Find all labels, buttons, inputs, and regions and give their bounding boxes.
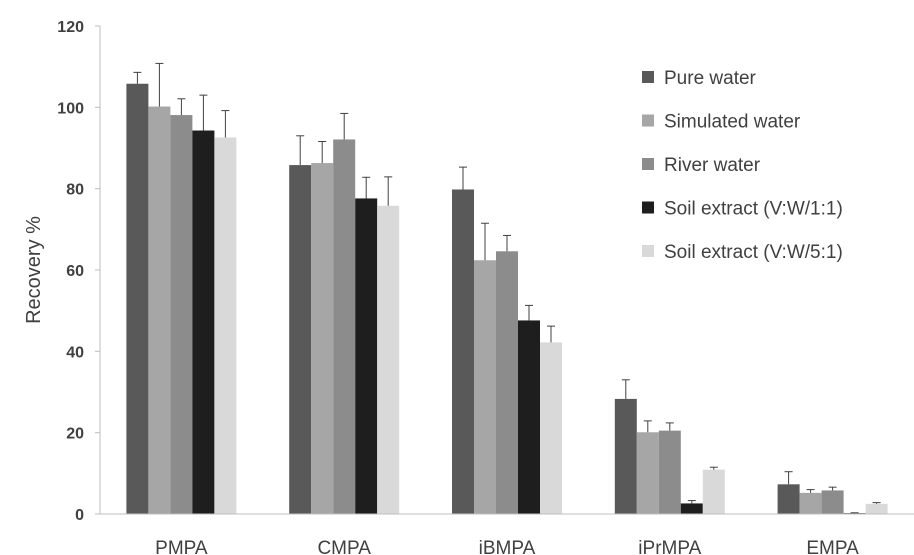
legend-label: Simulated water [664, 112, 801, 133]
y-tick-label: 0 [75, 507, 84, 524]
legend-swatch [642, 245, 654, 257]
x-category-label: iBMPA [479, 538, 536, 555]
legend-label: River water [664, 155, 761, 176]
legend-label: Soil extract (V:W/1:1) [664, 199, 843, 220]
bar [333, 139, 356, 514]
bar [126, 83, 149, 514]
y-axis-label: Recovery % [23, 216, 45, 324]
legend-label: Pure water [664, 68, 757, 89]
bar [777, 484, 800, 514]
legend: Pure water Simulated water River water Soil… [642, 68, 843, 263]
y-tick-label: 60 [66, 263, 84, 280]
bar [496, 251, 518, 514]
bar [680, 503, 703, 514]
bar [452, 189, 474, 515]
y-axis: 0 20 40 60 80 100 120 [57, 19, 101, 524]
bar [540, 342, 562, 514]
bar [474, 260, 496, 514]
bar [821, 490, 844, 514]
bar [702, 469, 725, 514]
bar [865, 503, 888, 514]
bar [799, 492, 822, 514]
legend-swatch [642, 158, 654, 170]
legend-swatch [642, 201, 654, 214]
bar [148, 106, 171, 515]
bar [636, 432, 659, 514]
bar [518, 320, 540, 514]
bar [214, 137, 237, 514]
x-axis: PMPA CMPA iBMPA iPrMPA EMPA [100, 513, 914, 555]
bar [170, 115, 193, 514]
x-category-label: EMPA [806, 538, 859, 555]
bar [192, 130, 215, 514]
legend-swatch [642, 114, 654, 127]
bar [377, 205, 400, 514]
bar [289, 165, 312, 514]
bar [355, 198, 378, 514]
legend-swatch [642, 71, 654, 83]
y-tick-label: 40 [66, 344, 84, 361]
bar [614, 398, 637, 514]
y-tick-label: 120 [57, 19, 84, 36]
x-category-label: iPrMPA [638, 538, 701, 555]
bar [311, 163, 334, 514]
bar [658, 430, 681, 514]
bars-area [126, 62, 888, 515]
y-tick-label: 100 [57, 100, 84, 117]
y-tick-label: 80 [66, 182, 84, 199]
x-category-label: PMPA [155, 538, 208, 555]
legend-label: Soil extract (V:W/5:1) [664, 242, 843, 263]
x-category-label: CMPA [317, 538, 371, 555]
y-tick-label: 20 [66, 426, 84, 443]
